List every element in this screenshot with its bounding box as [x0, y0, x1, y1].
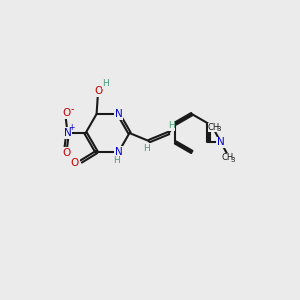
Text: N: N [115, 147, 122, 157]
Text: O: O [62, 108, 70, 118]
Text: H: H [168, 121, 175, 130]
Text: 3: 3 [231, 157, 235, 163]
Text: -: - [70, 104, 74, 114]
Text: CH: CH [222, 154, 234, 163]
Text: H: H [143, 144, 150, 153]
Text: H: H [113, 156, 120, 165]
Text: O: O [70, 158, 79, 168]
Text: N: N [64, 128, 71, 138]
Text: O: O [62, 148, 70, 158]
Text: H: H [102, 80, 109, 88]
Text: O: O [95, 86, 103, 96]
Text: CH: CH [208, 122, 220, 131]
Text: +: + [68, 123, 75, 132]
Text: N: N [217, 137, 225, 148]
Text: N: N [115, 109, 122, 119]
Text: 3: 3 [217, 126, 221, 132]
